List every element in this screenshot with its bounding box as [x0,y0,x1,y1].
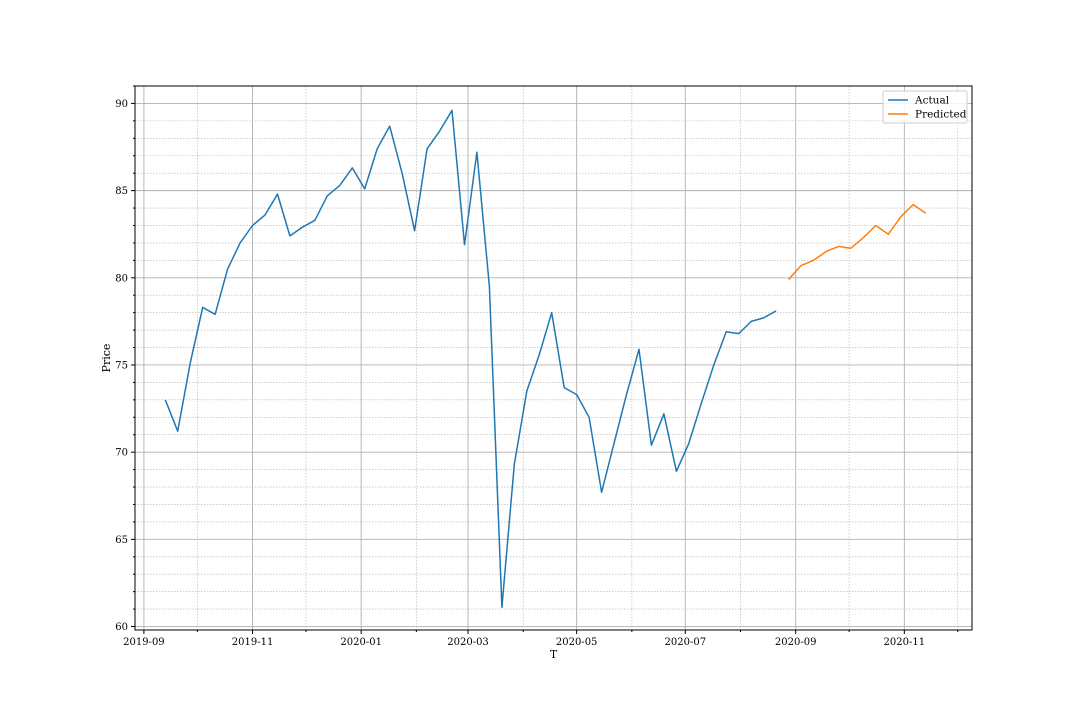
axis-ticks: 2019-09 2019-11 2020-01 2020-03 2020-05 2020-… [115,85,959,648]
y-tick-label: 65 [115,535,128,546]
x-axis-label: T [550,648,558,661]
series-line-actual [164,109,777,609]
x-tick-label: 2020-09 [775,637,817,648]
major-grid [135,86,972,630]
y-tick-label: 90 [115,99,128,110]
x-tick-label: 2020-03 [447,637,489,648]
x-tick-label: 2019-09 [123,637,165,648]
y-tick-label: 75 [115,360,128,371]
x-tick-label: 2020-07 [665,637,707,648]
x-tick-label: 2019-11 [232,637,274,648]
legend-box [882,90,968,124]
legend-label: Predicted [915,109,967,121]
y-tick-label: 60 [115,622,128,633]
series-line-predicted [788,203,927,280]
legend-label: Actual [914,95,950,107]
y-tick-label: 85 [115,186,128,197]
series-layer [164,109,927,609]
y-tick-label: 70 [115,448,128,459]
x-tick-label: 2020-01 [340,637,382,648]
legend: Actual Predicted [882,90,968,124]
x-tick-label: 2020-11 [884,637,926,648]
y-axis-label: Price [100,344,113,373]
x-tick-label: 2020-05 [556,637,598,648]
y-tick-label: 80 [115,273,128,284]
plot-frame [134,85,973,631]
